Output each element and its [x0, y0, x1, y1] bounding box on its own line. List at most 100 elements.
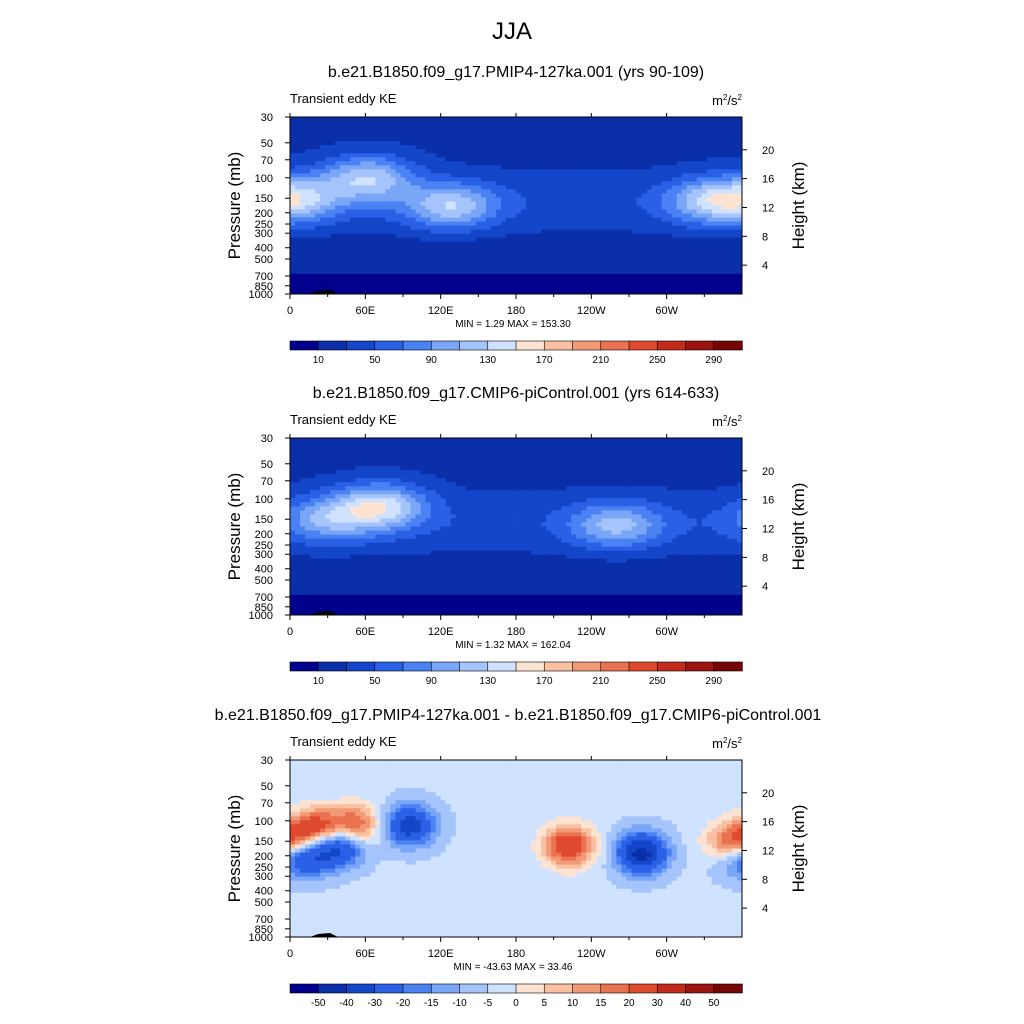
field-cell	[315, 229, 321, 235]
field-cell	[430, 454, 437, 459]
field-cell	[666, 137, 673, 142]
field-cell	[345, 450, 351, 455]
field-cell	[410, 281, 417, 287]
field-cell	[390, 229, 397, 235]
field-cell	[561, 458, 567, 463]
field-cell	[526, 205, 532, 211]
field-cell	[596, 237, 602, 243]
field-cell	[556, 442, 562, 447]
field-cell	[601, 277, 607, 283]
field-cell	[536, 225, 542, 231]
field-cell	[355, 450, 361, 455]
field-cell	[621, 181, 628, 186]
field-cell	[526, 438, 532, 443]
field-cell	[365, 269, 371, 275]
field-cell	[521, 125, 527, 130]
field-cell	[621, 474, 628, 479]
field-cell	[661, 137, 668, 142]
field-cell	[430, 125, 437, 130]
field-cell	[576, 225, 582, 231]
field-cell	[696, 137, 703, 142]
field-cell	[500, 273, 507, 279]
field-cell	[375, 205, 381, 211]
field-cell	[380, 137, 387, 142]
field-cell	[651, 458, 658, 463]
field-cell	[676, 197, 683, 203]
field-cell	[355, 265, 361, 271]
field-cell	[370, 277, 376, 283]
field-cell	[420, 438, 427, 443]
field-cell	[465, 281, 472, 287]
field-cell	[661, 229, 668, 235]
field-cell	[330, 454, 336, 459]
field-cell	[320, 197, 326, 203]
field-cell	[345, 249, 351, 255]
field-cell	[310, 201, 316, 207]
field-cell	[536, 177, 542, 182]
field-cell	[526, 446, 532, 451]
field-cell	[475, 474, 482, 479]
field-cell	[591, 269, 597, 275]
field-cell	[430, 157, 437, 162]
field-cell	[676, 133, 683, 138]
field-cell	[551, 265, 557, 271]
field-cell	[681, 157, 688, 162]
field-cell	[420, 265, 427, 271]
field-cell	[656, 201, 663, 207]
field-cell	[546, 197, 552, 203]
field-cell	[365, 221, 371, 227]
field-cell	[716, 125, 723, 130]
field-cell	[290, 141, 296, 146]
field-cell	[495, 137, 502, 142]
field-cell	[380, 438, 387, 443]
field-cell	[370, 185, 376, 191]
field-cell	[581, 193, 587, 199]
field-cell	[430, 181, 437, 186]
field-cell	[305, 454, 311, 459]
field-cell	[305, 281, 311, 287]
field-cell	[576, 438, 582, 443]
field-cell	[681, 233, 688, 239]
field-cell	[325, 201, 331, 207]
field-cell	[616, 153, 623, 158]
field-cell	[616, 458, 623, 463]
field-cell	[365, 273, 371, 279]
field-cell	[526, 261, 532, 267]
field-cell	[546, 241, 552, 247]
field-cell	[621, 129, 628, 134]
field-cell	[596, 181, 602, 186]
field-cell	[551, 201, 557, 207]
field-cell	[325, 233, 331, 239]
field-cell	[450, 117, 457, 122]
field-cell	[536, 173, 542, 178]
field-cell	[596, 285, 602, 291]
field-cell	[330, 229, 336, 235]
field-cell	[375, 281, 381, 287]
field-cell	[516, 261, 522, 267]
field-cell	[465, 478, 472, 483]
field-cell	[410, 438, 417, 443]
field-cell	[410, 225, 417, 231]
field-cell	[616, 273, 623, 279]
field-cell	[536, 277, 542, 283]
field-cell	[310, 237, 316, 243]
field-cell	[355, 257, 361, 263]
field-cell	[601, 137, 607, 142]
field-cell	[646, 153, 653, 158]
field-cell	[480, 193, 487, 199]
field-cell	[360, 137, 366, 142]
field-cell	[541, 205, 547, 211]
field-cell	[551, 249, 557, 255]
field-cell	[571, 249, 577, 255]
field-cell	[345, 225, 351, 231]
field-cell	[445, 438, 452, 443]
field-cell	[596, 217, 602, 223]
field-cell	[596, 225, 602, 231]
field-cell	[355, 245, 361, 251]
field-cell	[521, 137, 527, 142]
field-cell	[596, 221, 602, 227]
field-cell	[671, 225, 678, 231]
field-cell	[611, 269, 618, 275]
field-cell	[521, 225, 527, 231]
field-cell	[360, 269, 366, 275]
